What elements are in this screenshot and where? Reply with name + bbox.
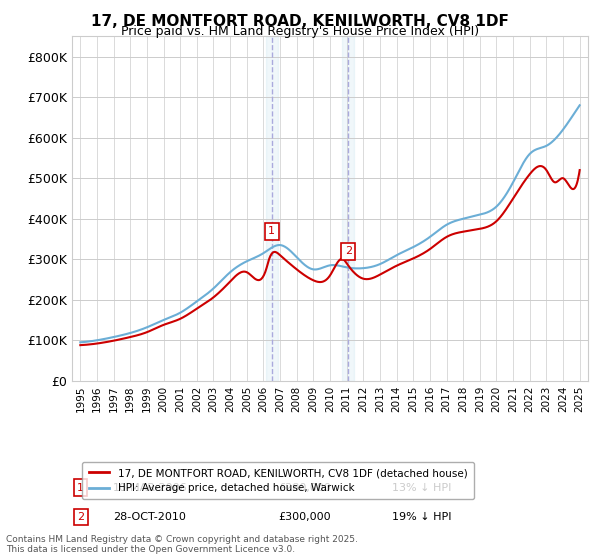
Text: Price paid vs. HM Land Registry's House Price Index (HPI): Price paid vs. HM Land Registry's House … <box>121 25 479 38</box>
Text: 10-MAR-2006: 10-MAR-2006 <box>113 483 188 493</box>
Text: £280,000: £280,000 <box>278 483 331 493</box>
Bar <box>343 36 354 381</box>
Text: 19% ↓ HPI: 19% ↓ HPI <box>392 512 451 522</box>
Text: 2: 2 <box>77 512 84 522</box>
Text: £300,000: £300,000 <box>278 512 331 522</box>
Text: 13% ↓ HPI: 13% ↓ HPI <box>392 483 451 493</box>
Text: Contains HM Land Registry data © Crown copyright and database right 2025.
This d: Contains HM Land Registry data © Crown c… <box>6 535 358 554</box>
Bar <box>266 36 278 381</box>
Text: 28-OCT-2010: 28-OCT-2010 <box>113 512 186 522</box>
Legend: 17, DE MONTFORT ROAD, KENILWORTH, CV8 1DF (detached house), HPI: Average price, : 17, DE MONTFORT ROAD, KENILWORTH, CV8 1D… <box>82 462 474 500</box>
Text: 1: 1 <box>77 483 84 493</box>
Text: 1: 1 <box>268 226 275 236</box>
Text: 2: 2 <box>345 246 352 256</box>
Text: 17, DE MONTFORT ROAD, KENILWORTH, CV8 1DF: 17, DE MONTFORT ROAD, KENILWORTH, CV8 1D… <box>91 14 509 29</box>
